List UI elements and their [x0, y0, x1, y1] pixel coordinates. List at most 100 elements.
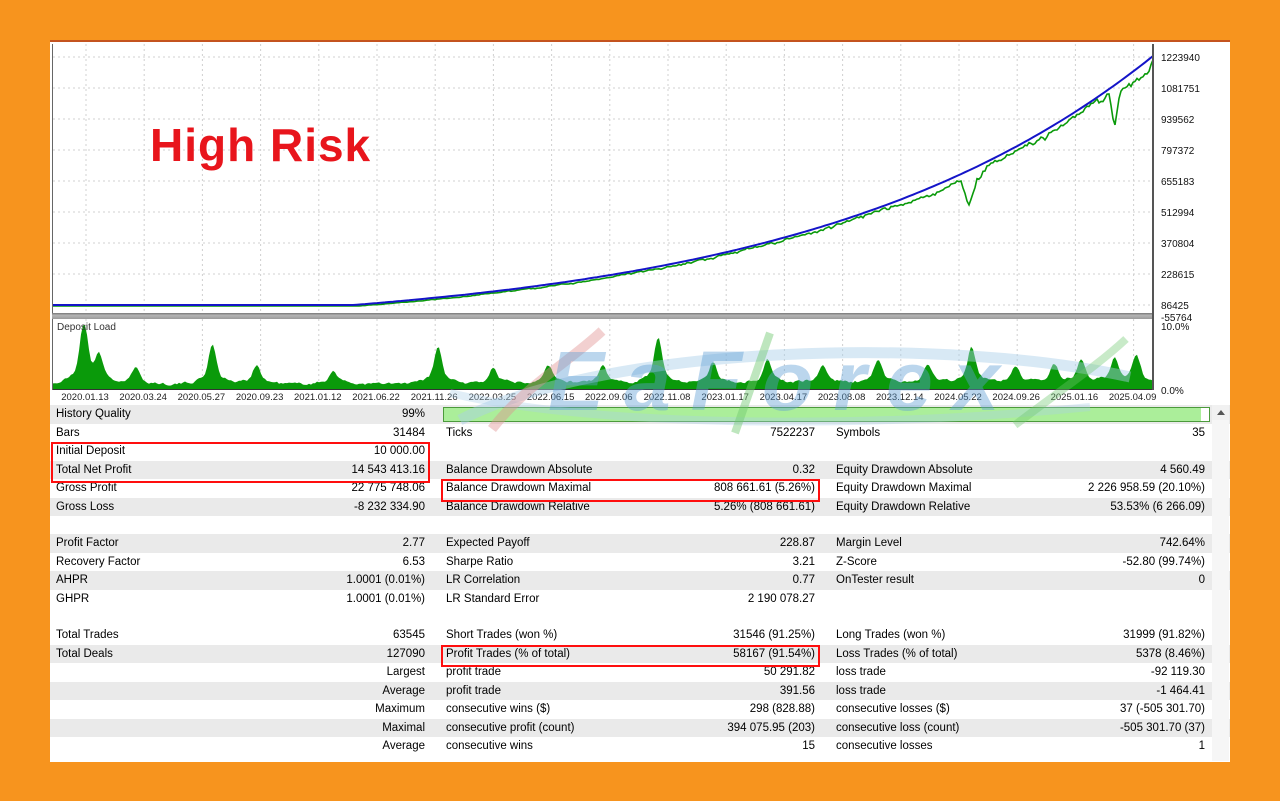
stat-cell-group: Profit Trades (% of total) 58167 (91.54%): [443, 645, 818, 664]
x-axis-tick: 2020.03.24: [119, 392, 167, 403]
stat-label: Bars: [56, 426, 80, 439]
stat-value: Average: [382, 684, 425, 697]
stat-cell-group: Short Trades (won %) 31546 (91.25%): [443, 626, 818, 645]
stat-cell-group: OnTester result 0: [833, 571, 1208, 590]
stat-label: consecutive losses ($): [836, 703, 950, 716]
y-axis-tick-clipped: -55764: [1161, 313, 1193, 322]
x-axis-tick: 2021.06.22: [352, 392, 400, 403]
stat-label: Short Trades (won %): [446, 629, 558, 642]
stat-cell-group: LR Standard Error 2 190 078.27: [443, 590, 818, 609]
stat-cell-group: Gross Loss -8 232 334.90: [53, 498, 428, 517]
stat-cell-group: LR Correlation 0.77: [443, 571, 818, 590]
stat-value: 58167 (91.54%): [733, 647, 815, 660]
x-axis-tick: 2023.08.08: [817, 392, 866, 403]
stat-value: Maximum: [375, 703, 425, 716]
stat-label: History Quality: [56, 408, 131, 421]
stat-value: 14 543 413.16: [351, 463, 425, 476]
stat-label: consecutive profit (count): [446, 721, 575, 734]
stat-cell-group: GHPR 1.0001 (0.01%): [53, 590, 428, 609]
stat-label: Long Trades (won %): [836, 629, 946, 642]
stat-cell-group: Expected Payoff 228.87: [443, 534, 818, 553]
stat-cell-group: Equity Drawdown Relative 53.53% (6 266.09…: [833, 498, 1208, 517]
scroll-up-button[interactable]: [1212, 405, 1229, 420]
stat-cell-group: consecutive losses ($) 37 (-505 301.70): [833, 700, 1208, 719]
stat-cell-group: Profit Factor 2.77: [53, 534, 428, 553]
stat-row: Average profit trade 391.56 loss trade -1 46…: [50, 681, 1230, 701]
y-axis-labels: 1223940 1081751 939562 797372 655183 512994 37…: [1157, 44, 1229, 404]
stat-cell-group: [443, 442, 818, 461]
stat-label: Z-Score: [836, 555, 877, 568]
stat-label: Expected Payoff: [446, 537, 530, 550]
y-axis-tick: 655183: [1161, 177, 1195, 188]
stat-row: Profit Factor 2.77 Expected Payoff 228.87 Ma…: [50, 534, 1230, 553]
stat-row: Recovery Factor 6.53 Sharpe Ratio 3.21 Z-Sco…: [50, 553, 1230, 572]
stat-value: 0.32: [792, 463, 815, 476]
stat-cell-group: Equity Drawdown Absolute 4 560.49: [833, 461, 1208, 480]
stat-cell-group: Average: [53, 682, 428, 701]
stat-cell-group: Ticks 7522237: [443, 424, 818, 443]
stat-label: Loss Trades (% of total): [836, 647, 958, 660]
x-axis-tick: 2024.05.22: [934, 392, 982, 403]
stat-value: -52.80 (99.74%): [1122, 555, 1205, 568]
stat-cell-group: History Quality 99%: [53, 405, 428, 424]
stat-cell-group: consecutive wins ($) 298 (828.88): [443, 700, 818, 719]
deposit-load-title: Deposit Load: [57, 322, 116, 333]
stat-cell-group: Total Net Profit 14 543 413.16: [53, 461, 428, 480]
stat-value: 31546 (91.25%): [733, 629, 815, 642]
stat-cell-group: Maximum: [53, 700, 428, 719]
y-axis-tick: 1081751: [1161, 84, 1200, 95]
stat-cell-group: [833, 590, 1208, 609]
x-axis-tick: 2020.09.23: [235, 392, 284, 403]
stat-value: 742.64%: [1159, 537, 1205, 550]
stat-value: 53.53% (6 266.09): [1110, 500, 1205, 513]
stat-cell-group: Long Trades (won %) 31999 (91.82%): [833, 626, 1208, 645]
stat-cell-group: Margin Level 742.64%: [833, 534, 1208, 553]
stat-row: Total Trades 63545 Short Trades (won %) 315…: [50, 626, 1230, 645]
stat-label: loss trade: [836, 684, 886, 697]
stat-label: Balance Drawdown Absolute: [446, 463, 593, 476]
stat-value: Average: [382, 740, 425, 753]
stat-label: loss trade: [836, 666, 886, 679]
stat-cell-group: Balance Drawdown Maximal 808 661.61 (5.26…: [443, 479, 818, 498]
x-axis-tick: 2023.12.14: [876, 392, 924, 403]
stat-value: 5378 (8.46%): [1135, 647, 1205, 660]
stat-value: 4 560.49: [1160, 463, 1205, 476]
stat-label: profit trade: [446, 666, 501, 679]
history-quality-bar-fill: [444, 408, 1202, 421]
stat-cell-group: profit trade 50 291.82: [443, 663, 818, 682]
stat-value: -1 464.41: [1156, 684, 1205, 697]
stat-row: Initial Deposit 10 000.00: [50, 442, 1230, 461]
stat-label: LR Correlation: [446, 574, 521, 587]
stat-label: Initial Deposit: [56, 445, 126, 458]
x-axis-tick: 2022.09.06: [585, 392, 633, 403]
stat-row: Largest profit trade 50 291.82 loss trade -9…: [50, 663, 1230, 682]
stat-label: OnTester result: [836, 574, 914, 587]
stat-cell-group: loss trade -92 119.30: [833, 663, 1208, 682]
stat-cell-group: consecutive loss (count) -505 301.70 (37): [833, 719, 1208, 738]
stat-cell-group: [833, 442, 1208, 461]
x-axis-tick: 2022.03.25: [468, 392, 517, 403]
stat-value: 10 000.00: [373, 445, 425, 458]
y-axis-tick: 512994: [1161, 208, 1195, 219]
stat-value: 63545: [393, 629, 425, 642]
stat-value: 7522237: [770, 426, 815, 439]
stat-cell-group: Symbols 35: [833, 424, 1208, 443]
stat-label: LR Standard Error: [446, 592, 540, 605]
stat-label: Total Trades: [56, 629, 119, 642]
x-axis-tick: 2025.04.09: [1108, 392, 1157, 403]
scrollbar[interactable]: [1212, 405, 1229, 761]
stat-label: profit trade: [446, 684, 501, 697]
stat-cell-group: Initial Deposit 10 000.00: [53, 442, 428, 461]
stat-value: 3.21: [792, 555, 815, 568]
history-quality-bar: [443, 407, 1210, 422]
chart-splitter-handle[interactable]: [52, 313, 1152, 319]
stat-value: 50 291.82: [763, 666, 815, 679]
y-axis-tick: 228615: [1161, 270, 1195, 281]
stat-cell-group: Average: [53, 737, 428, 756]
stat-cell-group: Z-Score -52.80 (99.74%): [833, 553, 1208, 572]
stat-value: 2 226 958.59 (20.10%): [1087, 482, 1205, 495]
stat-row: Maximum consecutive wins ($) 298 (828.88) c…: [50, 700, 1230, 719]
stat-cell-group: Equity Drawdown Maximal 2 226 958.59 (20.…: [833, 479, 1208, 498]
stat-label: Total Deals: [56, 647, 113, 660]
stat-label: Gross Profit: [56, 482, 117, 495]
